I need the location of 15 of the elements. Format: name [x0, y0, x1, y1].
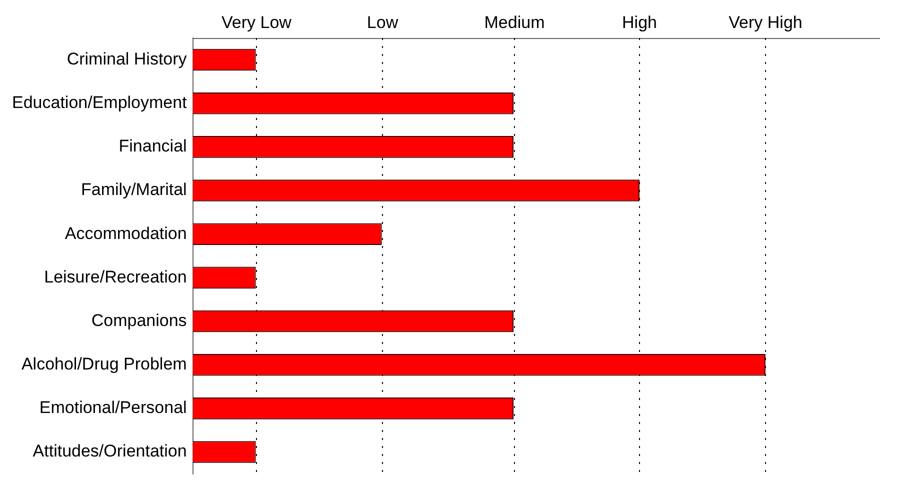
y-tick-label: Companions — [91, 310, 187, 330]
y-tick-label: Education/Employment — [12, 93, 188, 112]
ref-line-label: Very High — [728, 13, 802, 32]
ref-line-label: Low — [366, 13, 399, 32]
y-tick-label: Alcohol/Drug Problem — [21, 354, 187, 374]
ref-line-label: High — [622, 13, 657, 32]
ref-line-label: Very Low — [222, 13, 292, 32]
y-tick-label: Emotional/Personal — [39, 398, 187, 418]
y-tick-label: Family/Marital — [81, 180, 187, 200]
y-tick-label: Criminal History — [66, 49, 188, 68]
y-tick-label: Accommodation — [64, 224, 187, 243]
ref-line-label: Medium — [484, 13, 545, 32]
y-tick-label: Leisure/Recreation — [44, 267, 187, 286]
y-tick-label: Attitudes/Orientation — [32, 442, 187, 461]
y-tick-label: Financial — [118, 136, 187, 156]
